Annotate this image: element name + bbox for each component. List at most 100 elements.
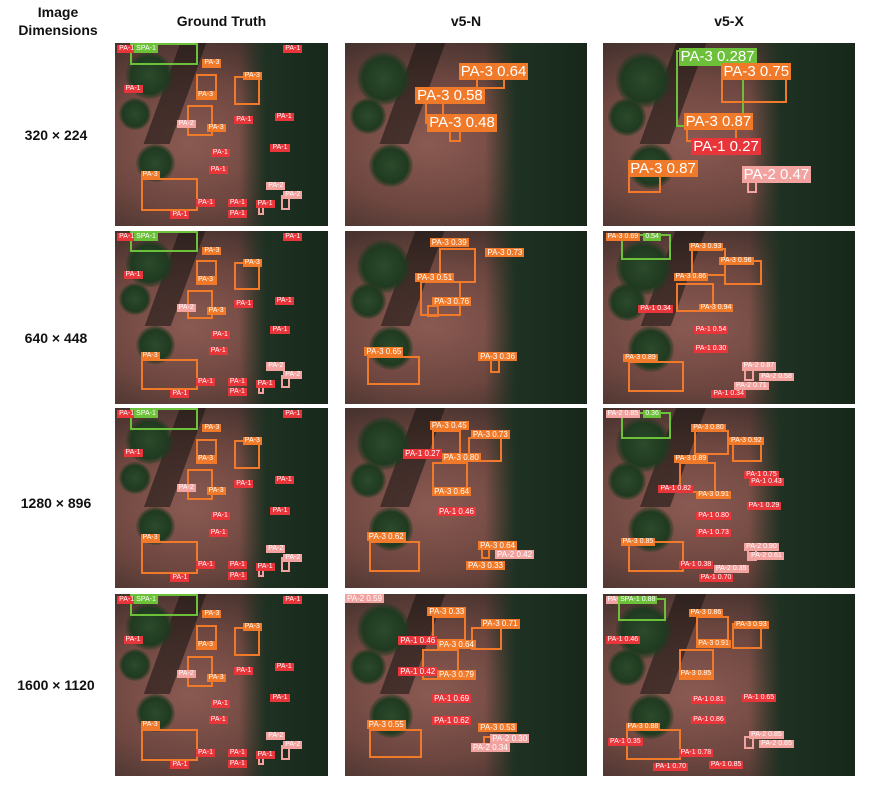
detection-label: PA-2 <box>283 191 303 200</box>
detection-box <box>369 541 420 572</box>
detection-label: PA-1 <box>255 200 275 209</box>
detection-label: PA-3 0.89 <box>673 454 709 463</box>
detection-label: PA-3 0.62 <box>366 532 406 542</box>
column-header-v5x: v5-X <box>714 13 744 29</box>
detection-label: PA-1 <box>274 476 294 485</box>
detection-label: PA-1 <box>117 232 137 241</box>
detection-label: PA-3 0.80 <box>691 424 726 433</box>
detection-box <box>427 305 440 318</box>
row-label: 1280 × 896 <box>20 495 92 511</box>
detection-label: PA-3 <box>195 454 215 463</box>
detection-label: PA-1 <box>234 666 254 675</box>
column-header-ground-truth: Ground Truth <box>176 13 267 29</box>
detection-label: PA-3 0.33 <box>427 606 467 616</box>
detection-label: PA-3 <box>206 674 226 683</box>
detection-label: PA-1 0.43 <box>749 478 784 487</box>
detection-label: PA-1 <box>123 449 143 458</box>
dimensions-header-line1: Image <box>37 4 79 20</box>
detection-label: PA-2 0.85 <box>759 739 794 748</box>
detection-label: PA-3 0.93 <box>688 243 724 252</box>
detection-label: PA-3 <box>140 352 160 361</box>
detection-label: PA-2 <box>176 119 196 128</box>
detection-label: PA-3 0.69 <box>605 232 641 241</box>
detection-box <box>140 728 199 762</box>
detection-label: PA-3 0.80 <box>441 453 481 463</box>
detection-label: PA-3 0.33 <box>466 561 505 571</box>
detection-label: PA-3 <box>242 258 262 267</box>
detection-label: PA-1 <box>270 326 290 335</box>
detection-label: PA-3 0.85 <box>620 537 656 546</box>
detection-box <box>234 75 260 106</box>
detection-label: PA-1 <box>210 699 230 708</box>
ground-truth-image: PA-1 SPA-1 PA-1 PA-3 PA-1 PA-3 PA-3 PA-2 PA-1 PA-… <box>115 43 328 226</box>
detection-label: PA-1 0.30 <box>693 345 729 354</box>
detection-label: PA-1 <box>270 694 290 703</box>
detection-label: PA-1 0.75 <box>744 471 779 480</box>
detection-box <box>129 594 199 616</box>
v5n-prediction-image: PA-3 0.45 PA-3 0.73 PA-1 0.27 PA-3 0.80 PA-3… <box>345 408 587 588</box>
detection-label: SPA-1 <box>134 232 158 241</box>
detection-label: PA-3 <box>206 307 226 316</box>
row-label: 320 × 224 <box>24 127 88 143</box>
detection-label: PA-1 <box>255 750 275 759</box>
detection-label: PA-3 <box>242 72 262 81</box>
detection-label: PA-1 <box>208 528 228 537</box>
plant-cluster <box>357 603 411 657</box>
ground-truth-image: PA-1 SPA-1 PA-1 PA-3 PA-1 PA-3 PA-3 PA-2 PA-1 PA-… <box>115 408 328 588</box>
v5x-prediction-image: PA-2 SPA-1 0.88 PA-3 0.86 PA-1 0.46 PA-3 0.9… <box>603 594 855 776</box>
plant-cluster <box>119 282 152 315</box>
detection-label: PA-3 0.51 <box>415 272 455 282</box>
detection-label: SPA-1 <box>134 595 158 604</box>
detection-label: PA-1 0.73 <box>696 528 731 537</box>
detection-label: PA-1 <box>208 346 228 355</box>
detection-label: PA-1 0.34 <box>711 390 746 399</box>
detection-label: PA-2 <box>283 741 303 750</box>
detection-label: PA-3 0.76 <box>432 296 472 306</box>
detection-label: PA-3 <box>195 641 215 650</box>
detection-label: PA-2 <box>176 303 196 312</box>
detection-label: PA-3 0.65 <box>364 346 404 357</box>
detection-label: PA-1 <box>283 409 303 418</box>
detection-label: PA-1 <box>195 561 215 570</box>
detection-label: PA-3 0.79 <box>436 670 476 680</box>
detection-label: PA-2 <box>283 553 303 562</box>
detection-label: PA-1 <box>117 595 137 604</box>
detection-label: SPA-1 0.88 <box>618 595 658 604</box>
detection-label: SPA-1 <box>134 44 158 53</box>
detection-label: PA-2 <box>266 732 286 741</box>
detection-box <box>195 74 218 100</box>
detection-label: PA-1 0.65 <box>741 694 777 703</box>
detection-label: PA-2 0.58 <box>759 372 794 381</box>
plant-cluster <box>369 507 413 551</box>
detection-label: PA-3 0.87 <box>628 160 698 178</box>
detection-box <box>129 408 199 430</box>
row-label: 1600 × 1120 <box>17 677 95 693</box>
detection-label: PA-1 0.29 <box>746 501 782 510</box>
plant-cluster <box>608 462 646 500</box>
detection-label: PA-1 <box>274 296 294 305</box>
detection-label: PA-1 0.34 <box>638 305 673 314</box>
detection-label: PA-1 0.82 <box>658 485 694 494</box>
column-header-v5n: v5-N <box>450 13 482 29</box>
plant-cluster <box>357 417 411 471</box>
detection-label: PA-1 <box>274 663 294 672</box>
detection-label: PA-1 <box>227 561 247 570</box>
plant-cluster <box>349 282 387 320</box>
dimensions-header: Image Dimensions <box>8 3 108 39</box>
detection-label: PA-1 <box>117 44 137 53</box>
detection-box <box>696 615 729 642</box>
plant-cluster <box>628 326 674 372</box>
detection-label: PA-2 <box>176 483 196 492</box>
detection-box <box>195 624 218 651</box>
detection-label: PA-3 0.94 <box>698 303 734 312</box>
detection-label: PA-1 <box>208 715 228 724</box>
detection-label: PA-2 <box>266 362 286 371</box>
plant-canopy <box>485 231 587 404</box>
detection-label: PA-3 0.85 <box>678 670 714 679</box>
detection-label: PA-3 <box>202 424 222 433</box>
detection-label: PA-1 <box>123 635 143 644</box>
detection-box <box>129 231 199 252</box>
detection-label: PA-1 <box>283 44 303 53</box>
detection-label: PA-3 <box>202 610 222 619</box>
detection-label: PA-1 <box>195 378 215 387</box>
